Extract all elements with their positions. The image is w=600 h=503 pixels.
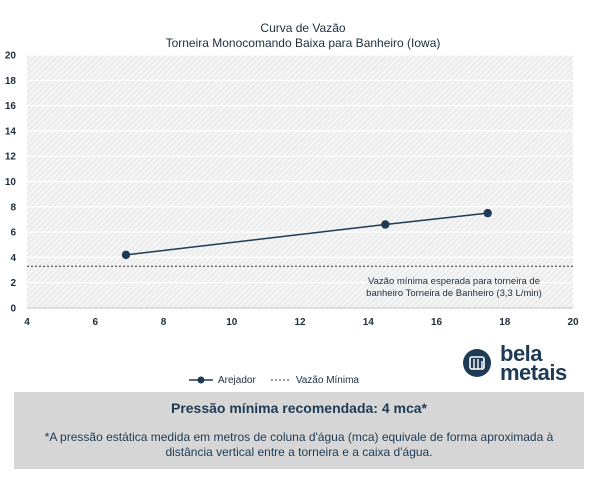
y-tick-label: 12 (5, 152, 17, 163)
x-tick-label: 12 (294, 317, 306, 328)
x-tick-label: 18 (499, 317, 511, 328)
y-tick-label: 4 (10, 253, 16, 264)
gridlines (27, 54, 573, 309)
min-pressure-headline: Pressão mínima recomendada: 4 mca* (170, 400, 427, 416)
logo-text-bela: bela (500, 341, 543, 366)
y-tick-label: 16 (5, 101, 17, 112)
flow-curve-chart: Curva de Vazão Torneira Monocomando Baix… (5, 21, 579, 329)
arejador-data-point (121, 250, 131, 260)
y-tick-label: 6 (10, 228, 16, 239)
chart-subtitle: Torneira Monocomando Baixa para Banheiro… (166, 36, 441, 50)
x-tick-label: 10 (226, 317, 238, 328)
axis-ticks: 0 2 4 6 8 10 12 14 16 18 20 4 6 8 10 12 14 16 18 20 (5, 51, 579, 329)
arejador-data-point (483, 208, 492, 218)
y-tick-label: 0 (10, 304, 16, 315)
logo-wordmark: bela metais (500, 341, 567, 385)
logo-text-metais: metais (500, 360, 567, 385)
pressure-info-box: Pressão mínima recomendada: 4 mca* *A pr… (14, 392, 584, 469)
x-tick-label: 6 (92, 317, 98, 328)
bela-metais-logo-icon (463, 349, 491, 377)
legend-swatch-arejador (189, 376, 213, 384)
series-layer (27, 208, 573, 267)
x-tick-label: 14 (363, 317, 375, 328)
legend-label-vazao-minima: Vazão Mínima (295, 374, 359, 386)
arejador-data-point (381, 220, 390, 229)
y-tick-label: 10 (5, 177, 17, 188)
y-tick-label: 18 (5, 76, 17, 87)
legend-item-arejador: Arejador (188, 375, 256, 386)
min-flow-annotation-line-1: Vazão mínima esperada para torneira de (368, 276, 540, 287)
y-tick-label: 8 (10, 202, 16, 213)
pressure-footnote: *A pressão estática medida em metros de … (44, 430, 554, 459)
y-tick-label: 14 (5, 126, 17, 137)
min-flow-annotation-line-2: banheiro Torneira de Banheiro (3,3 L/min… (366, 288, 542, 299)
legend-item-vazao-minima: Vazão Mínima (270, 375, 359, 386)
x-tick-label: 8 (161, 317, 167, 328)
x-tick-label: 4 (24, 317, 30, 328)
y-tick-label: 20 (5, 51, 17, 62)
legend-label-arejador: Arejador (218, 374, 256, 386)
chart-title: Curva de Vazão (260, 21, 345, 35)
bela-metais-logo: bela metais (462, 342, 582, 384)
x-tick-label: 16 (431, 317, 443, 328)
x-tick-label: 20 (567, 317, 579, 328)
legend-swatch-vazao-minima (270, 379, 291, 381)
y-tick-label: 2 (10, 278, 16, 289)
chart-legend: Arejador Vazão Mínima (188, 373, 373, 387)
